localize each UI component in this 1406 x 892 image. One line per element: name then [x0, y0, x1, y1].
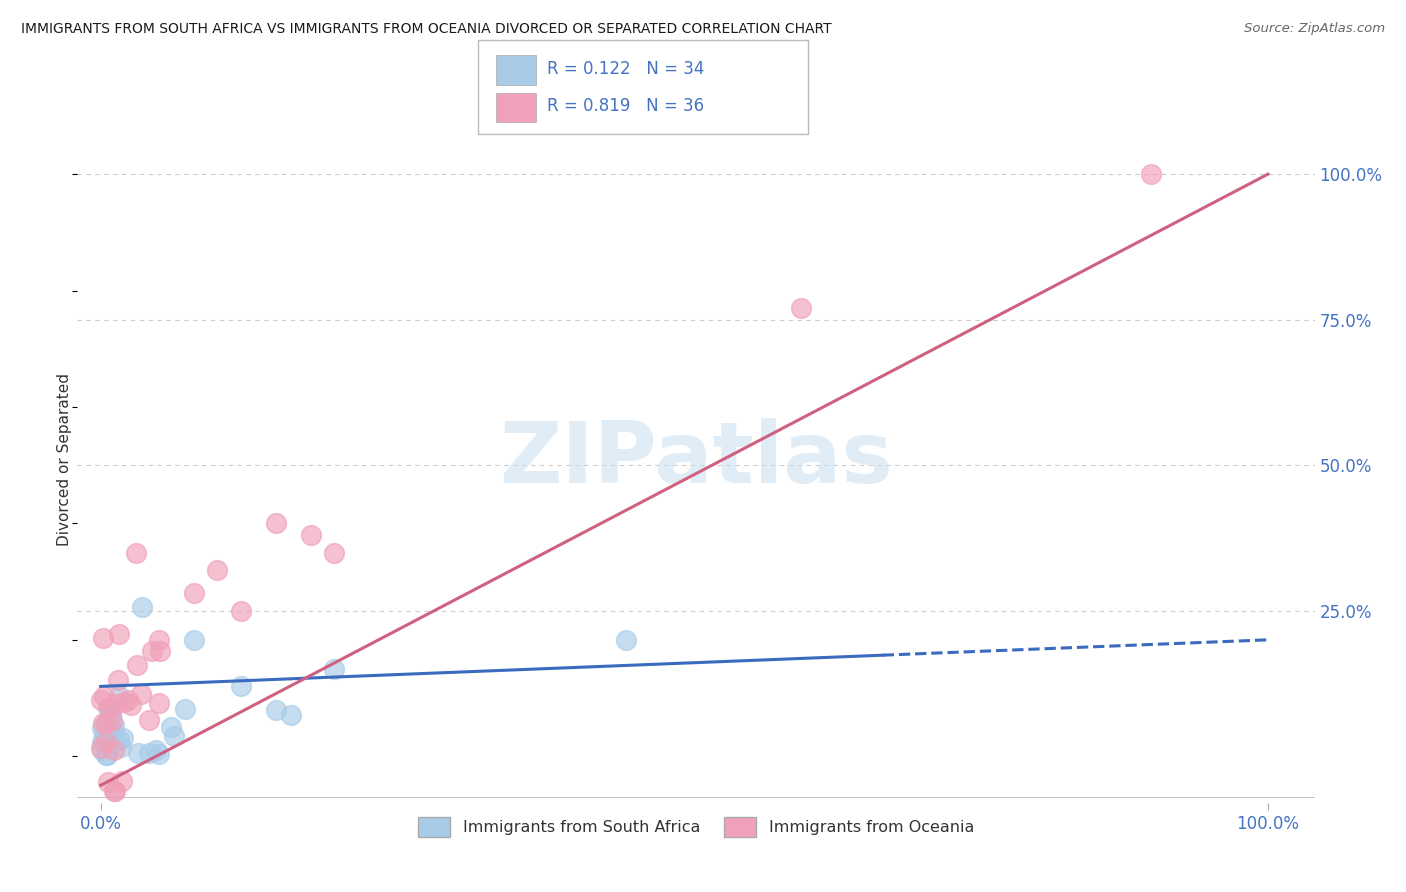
Point [103, 718, 125, 732]
Point [91, 721, 114, 735]
Point [148, 747, 170, 761]
Point [162, 729, 184, 743]
Point [96, 715, 118, 730]
Point [104, 784, 127, 798]
Point [103, 725, 125, 739]
Point [264, 703, 287, 717]
Point [141, 644, 163, 658]
Point [91, 735, 114, 749]
Point [127, 746, 149, 760]
Point [104, 697, 127, 711]
Text: Source: ZipAtlas.com: Source: ZipAtlas.com [1244, 22, 1385, 36]
Point [98, 705, 121, 719]
Text: ZIPatlas: ZIPatlas [499, 417, 893, 501]
Point [131, 599, 153, 614]
Point [103, 743, 125, 757]
Point [111, 773, 134, 788]
Point [183, 586, 205, 600]
Point [90, 740, 112, 755]
Point [159, 720, 181, 734]
Point [138, 713, 160, 727]
Point [107, 673, 129, 687]
Point [103, 784, 125, 798]
Point [90, 693, 112, 707]
Point [149, 643, 172, 657]
Point [148, 632, 170, 647]
Point [280, 707, 302, 722]
Point [323, 662, 346, 676]
Point [98, 700, 121, 714]
Point [98, 728, 121, 742]
Point [117, 693, 139, 707]
Point [96, 735, 118, 749]
Y-axis label: Divorced or Separated: Divorced or Separated [56, 373, 72, 546]
Text: R = 0.819   N = 36: R = 0.819 N = 36 [547, 97, 704, 115]
Point [96, 717, 118, 731]
Point [97, 775, 120, 789]
Point [93, 731, 115, 746]
Point [125, 545, 148, 559]
Point [93, 727, 115, 741]
Point [110, 740, 132, 755]
Point [93, 690, 115, 704]
Point [91, 716, 114, 731]
Point [96, 747, 118, 762]
Point [145, 743, 167, 757]
Point [299, 528, 322, 542]
Point [97, 700, 120, 714]
Point [100, 707, 122, 722]
Point [174, 702, 197, 716]
Point [127, 658, 149, 673]
Legend: Immigrants from South Africa, Immigrants from Oceania: Immigrants from South Africa, Immigrants… [412, 811, 980, 843]
Point [614, 632, 637, 647]
Point [100, 714, 122, 728]
Point [1140, 167, 1163, 181]
Point [98, 728, 121, 742]
Point [108, 627, 131, 641]
Point [148, 696, 170, 710]
Point [111, 731, 134, 745]
Point [112, 695, 135, 709]
Text: R = 0.122   N = 34: R = 0.122 N = 34 [547, 60, 704, 78]
Point [207, 563, 229, 577]
Point [129, 687, 152, 701]
Point [108, 733, 131, 747]
Point [120, 698, 142, 712]
Point [108, 689, 131, 703]
Point [183, 632, 205, 647]
Point [138, 746, 160, 760]
Point [90, 743, 112, 757]
Point [790, 301, 813, 315]
Point [229, 679, 252, 693]
Point [94, 747, 117, 762]
Point [264, 516, 287, 531]
Point [323, 545, 346, 559]
Point [100, 709, 122, 723]
Text: IMMIGRANTS FROM SOUTH AFRICA VS IMMIGRANTS FROM OCEANIA DIVORCED OR SEPARATED CO: IMMIGRANTS FROM SOUTH AFRICA VS IMMIGRAN… [21, 22, 832, 37]
Point [91, 632, 114, 646]
Point [229, 604, 252, 618]
